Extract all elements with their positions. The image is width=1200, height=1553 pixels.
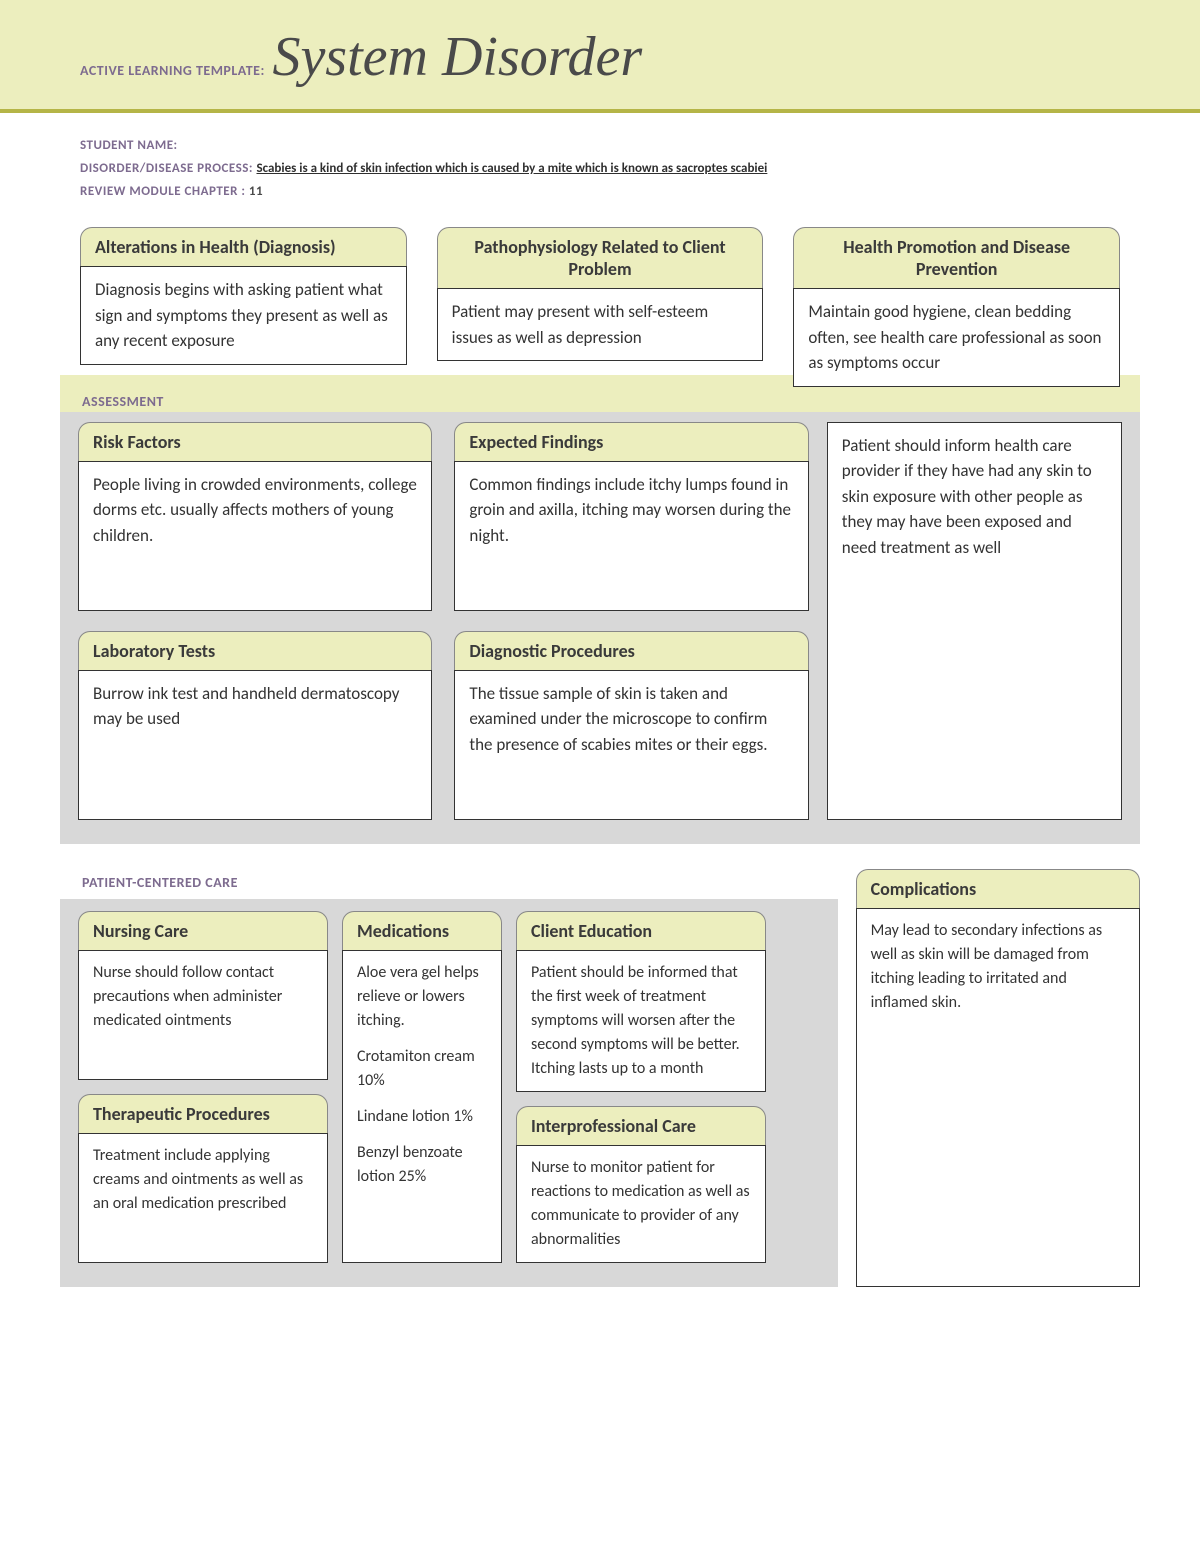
process-label: DISORDER/DISEASE PROCESS: xyxy=(80,161,253,176)
box-interprof: Interprofessional Care Nurse to monitor … xyxy=(516,1106,766,1263)
box-expected: Expected Findings Common findings includ… xyxy=(454,422,808,611)
pcc-col-3: Client Education Patient should be infor… xyxy=(516,911,766,1263)
diag-title: Diagnostic Procedures xyxy=(454,631,808,670)
pcc-right-block: Complications May lead to secondary infe… xyxy=(856,844,1140,1287)
safety-body: Patient should inform health care provid… xyxy=(827,422,1122,820)
pcc-outer: PATIENT-CENTERED CARE Nursing Care Nurse… xyxy=(60,844,1140,1287)
chapter-label: REVIEW MODULE CHAPTER : xyxy=(80,184,245,199)
nursing-body: Nurse should follow contact precautions … xyxy=(78,950,328,1080)
box-patho: Pathophysiology Related to Client Proble… xyxy=(437,227,764,387)
expected-body: Common findings include itchy lumps foun… xyxy=(454,461,808,611)
box-safety: Patient should inform health care provid… xyxy=(827,422,1122,820)
student-row: STUDENT NAME: xyxy=(80,138,1120,153)
header-prefix: ACTIVE LEARNING TEMPLATE: xyxy=(80,62,265,79)
lab-body: Burrow ink test and handheld dermatoscop… xyxy=(78,670,432,820)
box-therapeutic: Therapeutic Procedures Treatment include… xyxy=(78,1094,328,1263)
pcc-left-block: PATIENT-CENTERED CARE Nursing Care Nurse… xyxy=(60,844,838,1287)
content-area: Alterations in Health (Diagnosis) Diagno… xyxy=(0,217,1200,1327)
box-lab: Laboratory Tests Burrow ink test and han… xyxy=(78,631,432,820)
meds-p1: Aloe vera gel helps relieve or lowers it… xyxy=(357,961,487,1033)
box-alterations: Alterations in Health (Diagnosis) Diagno… xyxy=(80,227,407,387)
assessment-left: Risk Factors People living in crowded en… xyxy=(78,422,809,820)
assessment-row-2: Laboratory Tests Burrow ink test and han… xyxy=(78,631,809,820)
meds-title: Medications xyxy=(342,911,502,950)
patho-body: Patient may present with self-esteem iss… xyxy=(437,288,764,361)
process-value: Scabies is a kind of skin infection whic… xyxy=(256,161,767,176)
education-title: Client Education xyxy=(516,911,766,950)
pcc-grid: Nursing Care Nurse should follow contact… xyxy=(60,899,838,1287)
pcc-col-1: Nursing Care Nurse should follow contact… xyxy=(78,911,328,1263)
assessment-label: ASSESSMENT xyxy=(60,389,1140,412)
meds-p2: Crotamiton cream 10% xyxy=(357,1045,487,1093)
pcc-wrapper: PATIENT-CENTERED CARE Nursing Care Nurse… xyxy=(60,874,838,1287)
box-promo: Health Promotion and Disease Prevention … xyxy=(793,227,1120,387)
therapeutic-title: Therapeutic Procedures xyxy=(78,1094,328,1133)
expected-title: Expected Findings xyxy=(454,422,808,461)
interprof-title: Interprofessional Care xyxy=(516,1106,766,1145)
pcc-label: PATIENT-CENTERED CARE xyxy=(60,874,838,899)
chapter-row: REVIEW MODULE CHAPTER : 11 xyxy=(80,184,1120,199)
meds-p4: Benzyl benzoate lotion 25% xyxy=(357,1141,487,1189)
meta-block: STUDENT NAME: DISORDER/DISEASE PROCESS: … xyxy=(0,113,1200,217)
process-row: DISORDER/DISEASE PROCESS: Scabies is a k… xyxy=(80,161,1120,176)
diag-body: The tissue sample of skin is taken and e… xyxy=(454,670,808,820)
assessment-band: ASSESSMENT SAFETY CONSIDERATIONS Risk Fa… xyxy=(60,375,1140,844)
alterations-body: Diagnosis begins with asking patient wha… xyxy=(80,266,407,365)
box-meds: Medications Aloe vera gel helps relieve … xyxy=(342,911,502,1263)
pcc-col-2: Medications Aloe vera gel helps relieve … xyxy=(342,911,502,1263)
nursing-title: Nursing Care xyxy=(78,911,328,950)
meds-p3: Lindane lotion 1% xyxy=(357,1105,487,1129)
student-label: STUDENT NAME: xyxy=(80,138,178,153)
alterations-title: Alterations in Health (Diagnosis) xyxy=(80,227,407,266)
risk-title: Risk Factors xyxy=(78,422,432,461)
interprof-body: Nurse to monitor patient for reactions t… xyxy=(516,1145,766,1263)
box-complications: Complications May lead to secondary infe… xyxy=(856,869,1140,1287)
patho-title: Pathophysiology Related to Client Proble… xyxy=(437,227,764,288)
therapeutic-body: Treatment include applying creams and oi… xyxy=(78,1133,328,1263)
assessment-row-1: Risk Factors People living in crowded en… xyxy=(78,422,809,611)
complications-title: Complications xyxy=(856,869,1140,908)
risk-body: People living in crowded environments, c… xyxy=(78,461,432,611)
meds-body: Aloe vera gel helps relieve or lowers it… xyxy=(342,950,502,1263)
education-body: Patient should be informed that the firs… xyxy=(516,950,766,1092)
header-title: System Disorder xyxy=(272,26,642,88)
top-row: Alterations in Health (Diagnosis) Diagno… xyxy=(80,227,1120,387)
complications-body: May lead to secondary infections as well… xyxy=(856,908,1140,1287)
box-nursing: Nursing Care Nurse should follow contact… xyxy=(78,911,328,1080)
promo-title: Health Promotion and Disease Prevention xyxy=(793,227,1120,288)
box-education: Client Education Patient should be infor… xyxy=(516,911,766,1092)
promo-body: Maintain good hygiene, clean bedding oft… xyxy=(793,288,1120,387)
chapter-value: 11 xyxy=(249,184,263,199)
header-banner: ACTIVE LEARNING TEMPLATE: System Disorde… xyxy=(0,0,1200,113)
box-risk: Risk Factors People living in crowded en… xyxy=(78,422,432,611)
assessment-grid: SAFETY CONSIDERATIONS Risk Factors Peopl… xyxy=(60,412,1140,844)
box-diag: Diagnostic Procedures The tissue sample … xyxy=(454,631,808,820)
lab-title: Laboratory Tests xyxy=(78,631,432,670)
